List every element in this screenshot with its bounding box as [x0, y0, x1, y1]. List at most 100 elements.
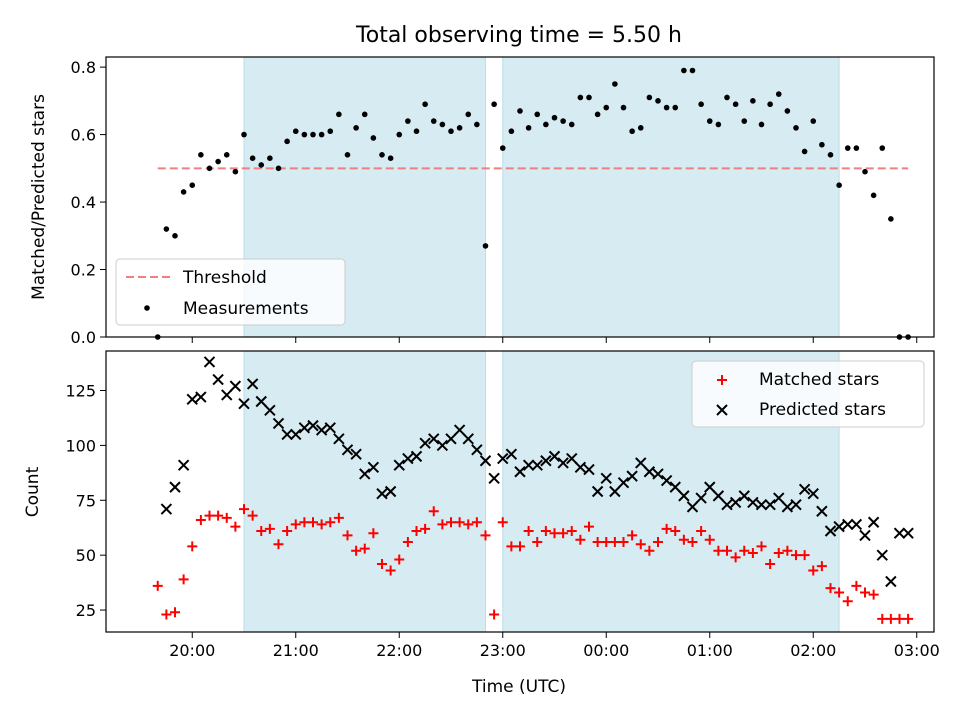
x-tick-label: 23:00	[480, 641, 526, 660]
matched-star-point	[808, 565, 819, 576]
predicted-star-point	[264, 404, 276, 416]
predicted-star-point	[246, 378, 259, 390]
matched-star-point	[816, 561, 827, 572]
measurement-point	[689, 67, 696, 74]
measurement-point	[637, 125, 644, 131]
measurement-point	[413, 128, 420, 135]
predicted-star-point	[548, 450, 561, 463]
matched-star-point	[868, 589, 879, 600]
matched-star-point	[799, 550, 810, 561]
matched-star-point	[325, 517, 336, 528]
matched-star-point	[161, 609, 172, 620]
matched-star-point	[661, 523, 672, 534]
predicted-star-point	[626, 470, 638, 482]
matched-star-point	[644, 545, 655, 556]
matched-star-point	[765, 558, 776, 569]
matched-star-point	[609, 536, 620, 547]
matched-star-point	[256, 526, 267, 537]
predicted-star-point	[514, 466, 526, 478]
measurement-point	[862, 168, 868, 175]
bottom-panel: 25 50 75 100 125 20:00 21:00 22:00 23:00 00:00 01:…	[65, 350, 940, 660]
matched-star-point	[489, 609, 500, 620]
matched-star-point	[385, 565, 396, 576]
measurement-point	[888, 216, 894, 222]
predicted-star-point	[324, 422, 336, 434]
predicted-star-point	[160, 503, 173, 515]
matched-star-point	[592, 536, 603, 547]
predicted-star-point	[557, 457, 569, 469]
matched-star-point	[713, 545, 724, 556]
measurement-point	[663, 104, 670, 111]
predicted-star-point	[290, 428, 302, 441]
predicted-star-point	[885, 575, 897, 588]
measurement-point	[163, 226, 170, 232]
measurement-point	[586, 94, 592, 101]
matched-star-point	[187, 541, 198, 552]
matched-star-point	[558, 528, 569, 539]
measurement-point	[327, 128, 334, 135]
predicted-star-point	[384, 485, 397, 498]
matched-star-point	[842, 596, 853, 607]
measurement-point	[603, 104, 610, 111]
predicted-star-point	[376, 487, 388, 500]
predicted-star-point	[505, 448, 518, 460]
measurement-point	[198, 152, 204, 158]
measurement-point	[577, 94, 584, 101]
matched-star-point	[696, 526, 707, 537]
predicted-star-point	[402, 452, 414, 465]
predicted-star-point	[842, 518, 854, 531]
matched-star-point	[730, 552, 741, 563]
matched-star-point	[618, 536, 629, 547]
predicted-star-point	[583, 463, 595, 476]
predicted-star-point	[522, 459, 535, 471]
predicted-star-point	[695, 492, 707, 504]
matched-star-point	[282, 526, 293, 537]
matched-star-point	[290, 519, 301, 530]
predicted-star-point	[367, 461, 380, 474]
measurement-point	[439, 121, 446, 128]
predicted-star-point	[669, 481, 681, 493]
bottom-y-tick-label: 75	[76, 491, 96, 510]
bottom-y-axis-label: Count	[23, 466, 43, 517]
x-tick-label: 02:00	[790, 641, 836, 660]
bottom-axes-frame	[105, 350, 935, 633]
predicted-star-point	[721, 498, 733, 511]
matched-star-point	[273, 539, 284, 550]
measurement-point	[836, 182, 842, 188]
matched-star-point	[342, 530, 353, 541]
measurement-point	[819, 141, 825, 148]
bottom-y-tick-label: 25	[76, 601, 96, 620]
matched-star-point	[653, 536, 663, 547]
measurement-point	[344, 152, 351, 158]
matched-star-point	[471, 517, 482, 528]
matched-star-point	[515, 541, 525, 552]
predicted-star-point	[203, 356, 216, 368]
predicted-star-point	[902, 527, 914, 539]
top-y-tick-label: 0.4	[71, 193, 96, 212]
predicted-star-point	[315, 424, 328, 436]
measurement-point	[758, 121, 765, 128]
matched-star-point	[368, 528, 379, 539]
matched-star-point	[463, 519, 474, 530]
matched-star-point	[333, 512, 344, 523]
matched-star-point	[584, 521, 594, 532]
predicted-star-point	[867, 516, 880, 528]
predicted-star-point	[186, 393, 198, 406]
x-tick-label: 01:00	[687, 641, 733, 660]
measurement-point	[827, 152, 834, 158]
predicted-star-point	[609, 485, 621, 498]
matched-star-point	[420, 523, 431, 534]
matched-star-point	[446, 517, 456, 528]
measurement-point	[318, 131, 325, 138]
measurement-point	[715, 121, 722, 128]
legend-predicted-swatch	[716, 404, 728, 416]
measurement-point	[750, 98, 756, 104]
predicted-star-point	[272, 417, 285, 430]
predicted-star-point	[652, 468, 664, 480]
measurement-point	[223, 152, 230, 158]
predicted-star-point	[876, 549, 888, 561]
legend-matched-label: Matched stars	[759, 370, 879, 390]
matched-star-point	[704, 534, 715, 545]
measurement-point	[594, 111, 601, 118]
predicted-star-point	[436, 439, 449, 452]
